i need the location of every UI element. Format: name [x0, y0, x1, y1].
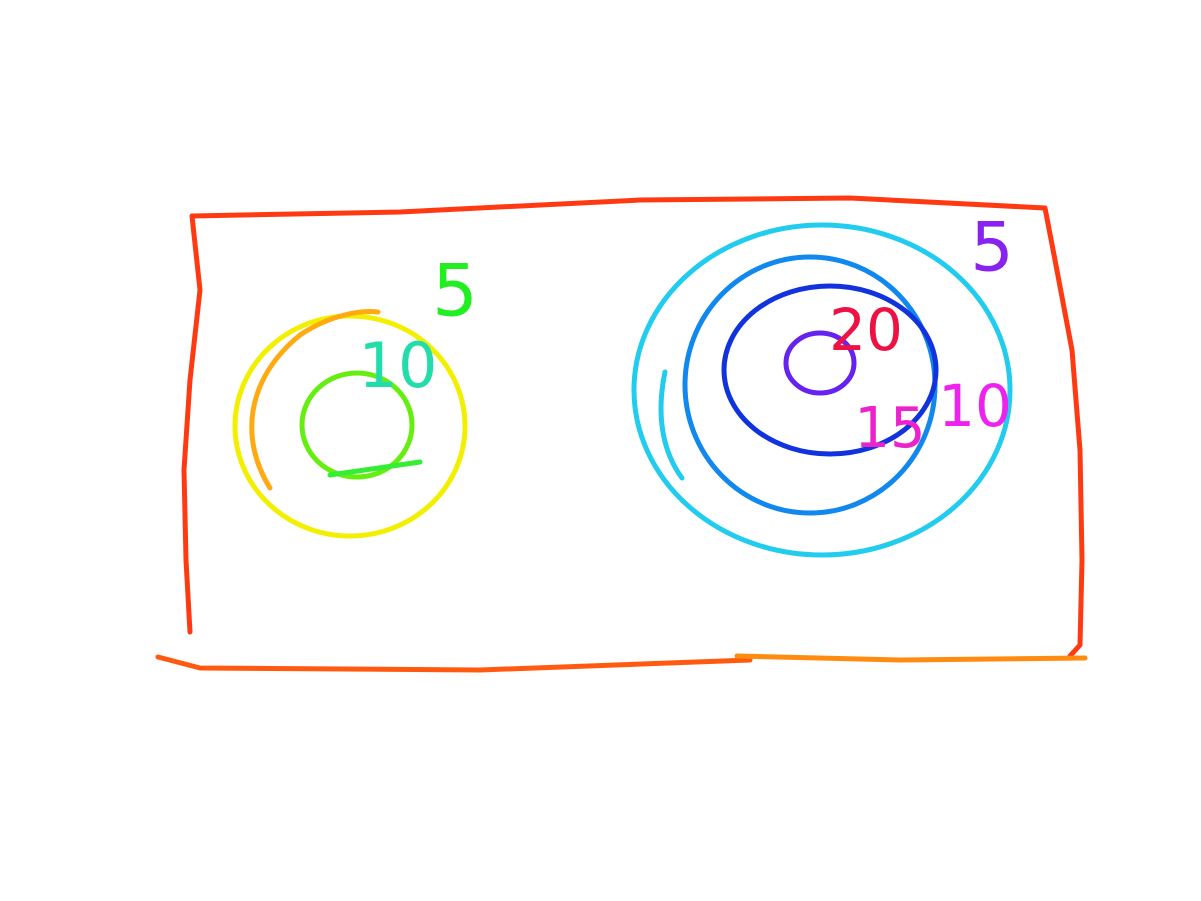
contour [783, 330, 857, 396]
contour [249, 309, 381, 491]
frame [181, 195, 1085, 659]
frame-bottom [155, 654, 753, 673]
contour [327, 459, 423, 478]
label: 5 [432, 249, 478, 333]
label: 10 [359, 329, 438, 402]
label: 10 [938, 372, 1012, 440]
contour [658, 369, 685, 481]
label: 5 [970, 209, 1013, 288]
contour [299, 370, 415, 480]
label: 20 [829, 296, 903, 364]
contour [631, 222, 1013, 558]
contour [721, 283, 939, 457]
frame-bottom [734, 653, 1088, 663]
label: 15 [854, 396, 925, 461]
